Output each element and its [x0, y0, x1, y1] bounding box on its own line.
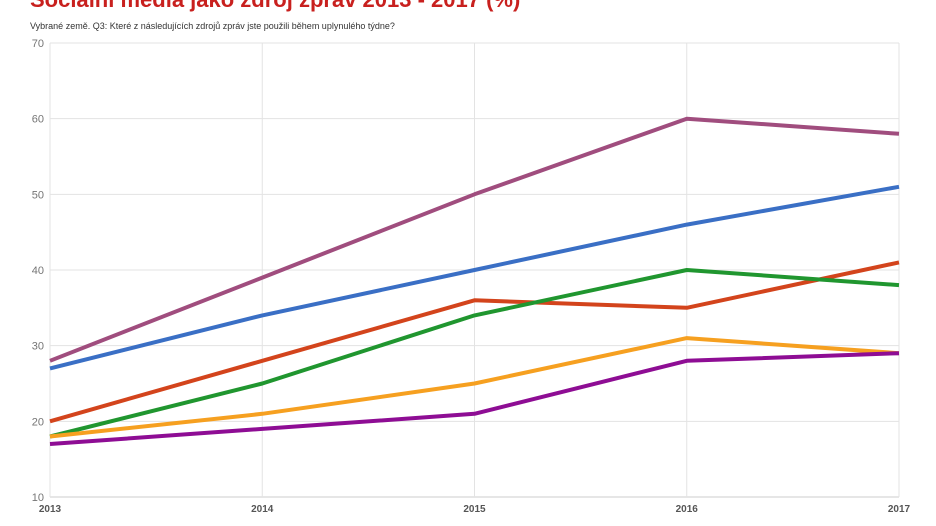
- series-line: [49, 184, 900, 371]
- x-tick-label: 2017: [888, 504, 911, 515]
- x-tick-label: 2014: [251, 504, 274, 515]
- series-line: [49, 336, 900, 439]
- series-layer: [49, 116, 900, 446]
- series-line: [49, 268, 900, 439]
- x-tick-label: 2016: [676, 504, 699, 515]
- x-tick-label: 2015: [463, 504, 486, 515]
- y-tick-label: 30: [32, 341, 44, 353]
- series-line: [49, 260, 900, 424]
- y-tick-label: 50: [32, 189, 44, 201]
- y-tick-label: 20: [32, 416, 44, 428]
- y-tick-label: 40: [32, 265, 44, 277]
- y-tick-label: 70: [32, 38, 44, 50]
- chart-title: Sociální média jako zdroj zpráv 2013 - 2…: [30, 0, 520, 13]
- chart-subtitle: Vybrané země. Q3: Které z následujících …: [30, 21, 395, 31]
- tick-layer: 10 20 30 40 50 60 70 2013 2014 2015 2016 2017: [32, 38, 911, 515]
- series-line: [49, 116, 900, 363]
- series-line: [49, 351, 900, 446]
- y-tick-label: 60: [32, 114, 44, 126]
- x-tick-label: 2013: [39, 504, 62, 515]
- y-tick-label: 10: [32, 492, 44, 504]
